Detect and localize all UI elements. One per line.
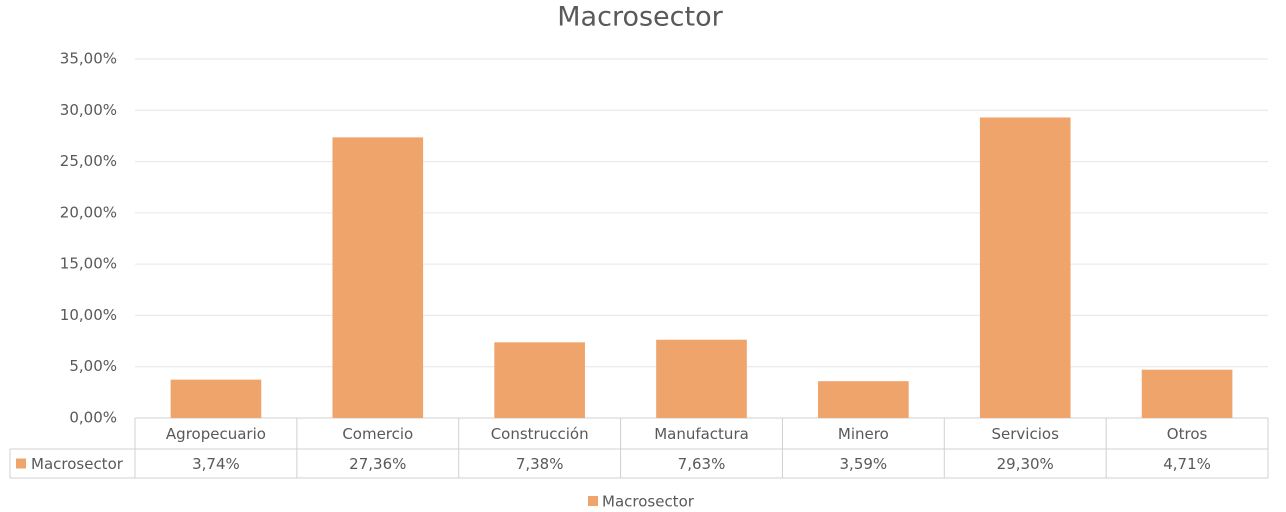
y-tick-label: 5,00% <box>69 357 117 375</box>
y-tick-label: 15,00% <box>60 255 117 273</box>
table-value: 7,63% <box>678 455 726 473</box>
bar <box>332 137 424 419</box>
bar <box>494 342 585 418</box>
bar <box>1141 369 1233 418</box>
x-tick-label: Construcción <box>491 425 589 443</box>
x-tick-label: Agropecuario <box>166 425 266 443</box>
x-tick-label: Servicios <box>992 425 1060 443</box>
bar <box>656 339 747 418</box>
bar <box>818 381 909 418</box>
table-value: 3,74% <box>192 455 240 473</box>
y-tick-label: 20,00% <box>60 203 117 221</box>
y-tick-label: 0,00% <box>69 409 117 427</box>
bar <box>979 117 1071 419</box>
table-value: 7,38% <box>516 455 564 473</box>
bar <box>170 379 262 418</box>
y-tick-label: 30,00% <box>60 101 117 119</box>
x-tick-label: Minero <box>838 425 889 443</box>
x-tick-label: Comercio <box>342 425 413 443</box>
y-tick-label: 10,00% <box>60 306 117 324</box>
y-tick-label: 25,00% <box>60 152 117 170</box>
legend-key <box>16 458 26 469</box>
table-series-label: Macrosector <box>31 455 124 473</box>
table-value: 29,30% <box>997 455 1054 473</box>
x-tick-label: Otros <box>1167 425 1208 443</box>
y-tick-label: 35,00% <box>60 50 117 68</box>
table-value: 27,36% <box>349 455 406 473</box>
x-tick-label: Manufactura <box>654 425 749 443</box>
table-value: 3,59% <box>840 455 888 473</box>
table-value: 4,71% <box>1163 455 1211 473</box>
chart-title: Macrosector <box>557 2 723 33</box>
legend-label: Macrosector <box>602 493 695 511</box>
legend-key <box>588 496 598 506</box>
